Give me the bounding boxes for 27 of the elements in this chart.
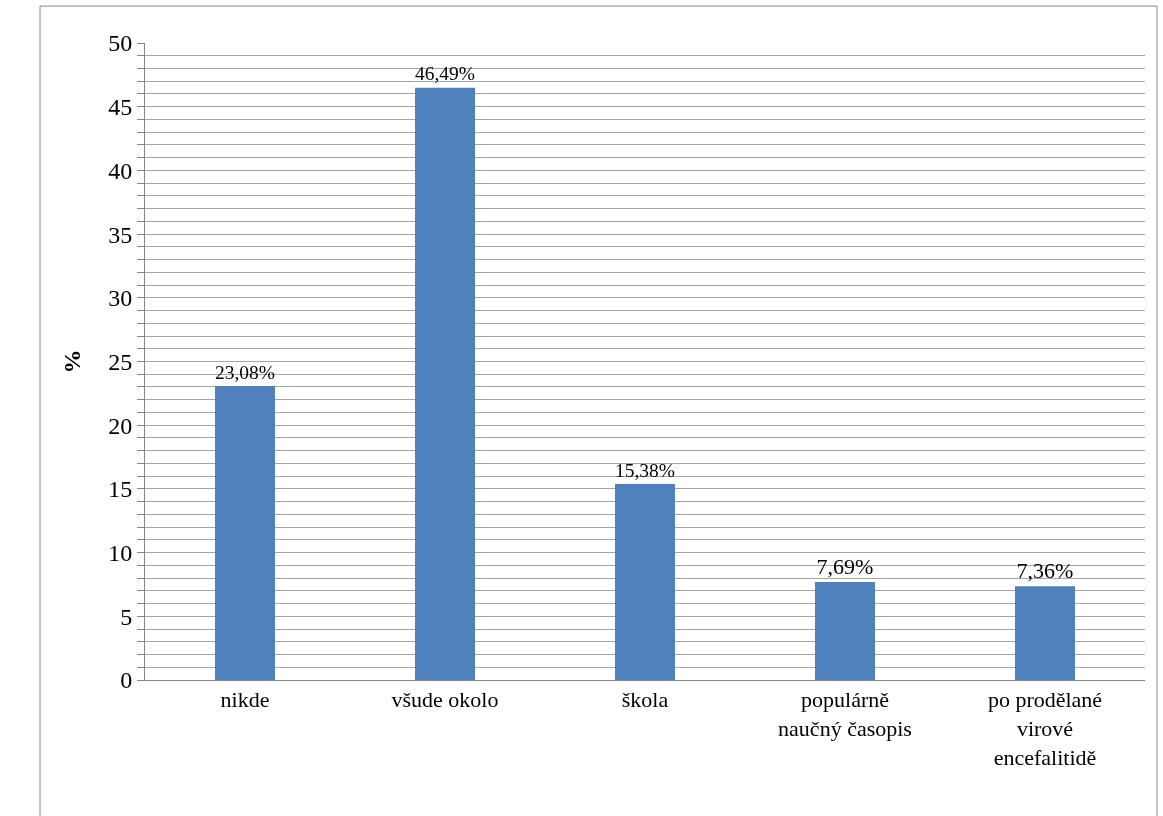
y-tick-label: 25 xyxy=(108,348,133,375)
y-tick-label: 5 xyxy=(120,603,133,630)
bar xyxy=(615,484,675,680)
y-tick-label: 10 xyxy=(108,540,133,566)
y-tick-label: 40 xyxy=(108,157,133,184)
y-tick-label: 15 xyxy=(108,476,133,503)
data-label: 7,69% xyxy=(816,554,874,580)
y-tick-label: 35 xyxy=(108,221,133,248)
y-tick-label: 20 xyxy=(108,412,133,439)
bar xyxy=(415,87,475,680)
x-tick-label: škola xyxy=(621,687,669,713)
y-tick-label: 0 xyxy=(120,667,133,694)
bar xyxy=(215,385,275,680)
data-label: 46,49% xyxy=(415,63,475,85)
y-tick-label: 45 xyxy=(108,94,133,121)
y-axis-title: % xyxy=(59,349,86,374)
x-tick-label: po prodělané virové encefalitidě xyxy=(987,687,1103,770)
bar xyxy=(1015,586,1075,680)
data-label: 7,36% xyxy=(1016,558,1074,584)
x-tick-label: populárně naučný časopis xyxy=(778,687,912,741)
x-tick-label: nikde xyxy=(220,687,270,713)
bar xyxy=(815,582,875,680)
y-tick-label: 30 xyxy=(108,285,133,312)
data-label: 23,08% xyxy=(215,361,275,383)
y-tick-label: 50 xyxy=(108,30,133,57)
x-tick-label: všude okolo xyxy=(391,687,499,713)
data-label: 15,38% xyxy=(615,459,675,481)
